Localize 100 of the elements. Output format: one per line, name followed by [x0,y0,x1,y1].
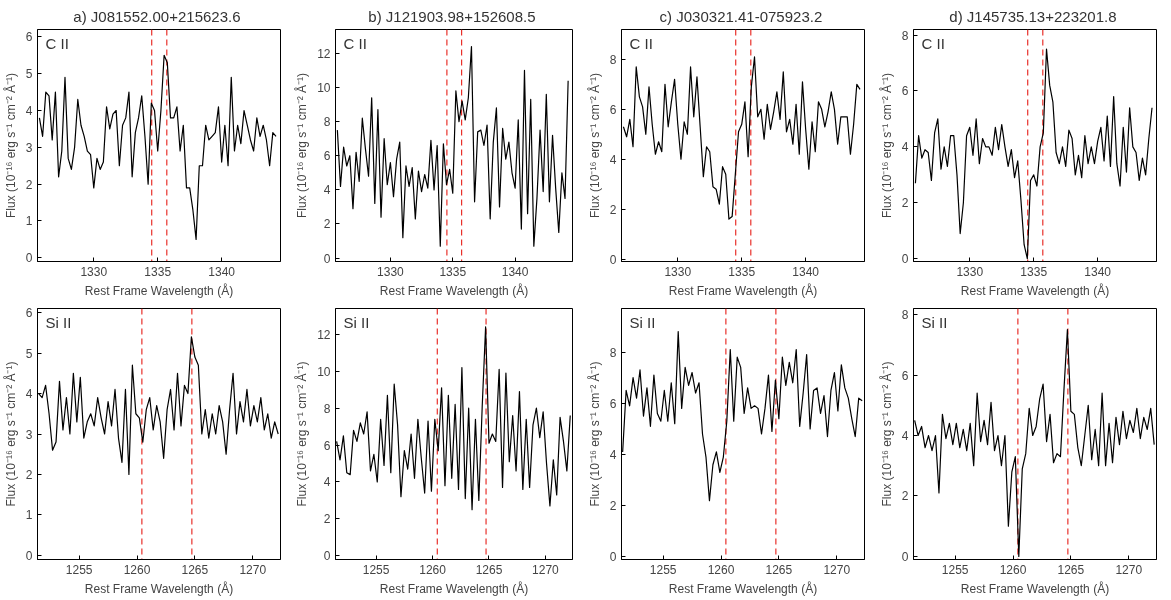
x-tick-label: 1260 [707,562,735,577]
y-tick-label: 5 [25,67,33,82]
x-tick-label: 1260 [123,562,151,577]
annotation: C II [45,34,69,52]
y-tick-label: 12 [317,46,331,61]
y-axis-title: Flux (10⁻¹⁶ erg s⁻¹ cm⁻² Å⁻¹) [878,73,894,218]
y-tick-label: 1 [25,214,33,229]
y-axis-title: Flux (10⁻¹⁶ erg s⁻¹ cm⁻² Å⁻¹) [586,73,602,218]
x-axis-title: Rest Frame Wavelength (Å) [668,580,818,596]
x-tick-label: 1265 [765,562,793,577]
y-tick-label: 4 [323,183,331,198]
y-tick-label: 6 [323,149,331,164]
y-axis-title: Flux (10⁻¹⁶ erg s⁻¹ cm⁻² Å⁻¹) [294,73,310,218]
x-axis-title: Rest Frame Wavelength (Å) [960,282,1110,298]
x-tick-label: 1260 [419,562,447,577]
y-tick-label: 0 [901,252,909,267]
annotation: Si II [45,313,72,331]
y-tick-label: 0 [25,251,33,266]
y-tick-label: 0 [323,549,331,564]
y-tick-label: 4 [25,104,33,119]
y-tick-label: 2 [901,196,909,211]
y-tick-label: 1 [25,508,33,523]
x-axis-title: Rest Frame Wavelength (Å) [379,282,529,298]
x-tick-label: 1255 [362,562,390,577]
y-axis-title: Flux (10⁻¹⁶ erg s⁻¹ cm⁻² Å⁻¹) [878,361,894,507]
annotation: C II [343,34,367,52]
x-tick-label: 1335 [144,264,172,279]
x-axis-title: Rest Frame Wavelength (Å) [379,580,529,596]
y-axis-title: Flux (10⁻¹⁶ erg s⁻¹ cm⁻² Å⁻¹) [586,361,602,507]
y-tick-label: 0 [609,550,617,565]
x-tick-label: 1340 [501,264,529,279]
chart-title: a) J081552.00+215623.6 [73,7,241,25]
y-tick-label: 4 [25,387,33,402]
y-tick-label: 0 [901,549,909,564]
chart-title: b) J121903.98+152608.5 [368,7,536,25]
x-tick-label: 1270 [532,562,560,577]
x-tick-label: 1330 [664,264,692,279]
x-tick-label: 1330 [80,264,108,279]
y-tick-label: 6 [25,306,33,321]
y-tick-label: 4 [609,447,617,462]
y-tick-label: 5 [25,346,33,361]
y-tick-label: 3 [25,427,33,442]
x-tick-label: 1255 [941,562,969,577]
y-tick-label: 2 [323,217,331,232]
y-tick-label: 3 [25,140,33,155]
y-tick-label: 6 [609,396,617,411]
chart-title: d) J145735.13+223201.8 [949,7,1117,25]
y-tick-label: 8 [323,401,331,416]
y-tick-label: 2 [323,512,331,527]
y-tick-label: 8 [609,345,617,360]
y-tick-label: 8 [323,115,331,130]
x-tick-label: 1270 [1115,562,1143,577]
x-tick-label: 1335 [439,264,467,279]
y-tick-label: 2 [25,177,33,192]
x-tick-label: 1335 [728,264,756,279]
y-tick-label: 4 [901,140,909,155]
y-tick-label: 2 [901,489,909,504]
x-tick-label: 1330 [377,264,405,279]
x-tick-label: 1260 [999,562,1027,577]
x-tick-label: 1270 [239,562,267,577]
y-tick-label: 6 [609,102,617,117]
y-tick-label: 8 [901,28,909,43]
y-tick-label: 8 [609,52,617,67]
y-tick-label: 10 [317,81,331,95]
x-tick-label: 1270 [823,562,851,577]
x-tick-label: 1330 [956,264,984,279]
x-tick-label: 1340 [208,264,236,279]
x-tick-label: 1340 [792,264,820,279]
x-tick-label: 1255 [649,562,677,577]
y-tick-label: 6 [901,368,909,383]
y-axis-title: Flux (10⁻¹⁶ erg s⁻¹ cm⁻² Å⁻¹) [2,361,18,507]
y-tick-label: 2 [609,499,617,514]
chart-title: c) J030321.41-075923.2 [659,7,823,25]
x-tick-label: 1265 [475,562,503,577]
y-tick-label: 0 [25,548,33,563]
x-tick-label: 1255 [65,562,93,577]
x-tick-label: 1265 [181,562,209,577]
y-tick-label: 2 [609,202,617,217]
x-tick-label: 1335 [1020,264,1048,279]
annotation: C II [921,34,945,52]
annotation: Si II [343,313,370,331]
y-tick-label: 0 [323,251,331,266]
y-axis-title: Flux (10⁻¹⁶ erg s⁻¹ cm⁻² Å⁻¹) [2,73,18,218]
x-axis-title: Rest Frame Wavelength (Å) [960,580,1110,596]
annotation: Si II [921,313,948,331]
y-tick-label: 6 [323,438,331,453]
y-tick-label: 2 [25,467,33,482]
y-tick-label: 4 [901,429,909,444]
x-axis-title: Rest Frame Wavelength (Å) [84,282,234,298]
x-axis-title: Rest Frame Wavelength (Å) [668,282,818,298]
annotation: Si II [629,313,656,331]
y-tick-label: 0 [609,252,617,267]
y-axis-title: Flux (10⁻¹⁶ erg s⁻¹ cm⁻² Å⁻¹) [294,361,310,507]
y-tick-label: 4 [609,152,617,167]
x-axis-title: Rest Frame Wavelength (Å) [84,580,234,596]
x-tick-label: 1340 [1084,264,1112,279]
y-tick-label: 6 [25,30,33,45]
y-tick-label: 4 [323,475,331,490]
annotation: C II [629,34,653,52]
y-tick-label: 12 [317,327,331,342]
